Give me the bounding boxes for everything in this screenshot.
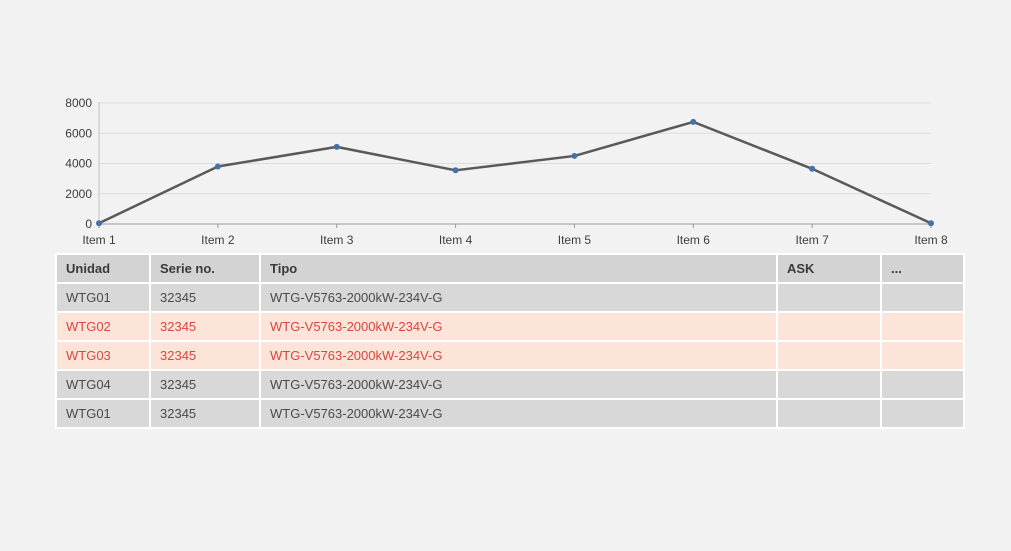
cell-ask[interactable]: [776, 340, 882, 371]
cell-tipo[interactable]: WTG-V5763-2000kW-234V-G: [259, 311, 778, 342]
chart-line: [98, 120, 932, 225]
chart-marker: [452, 167, 459, 174]
y-axis-tick-label: 6000: [65, 126, 92, 140]
chart-marker: [214, 163, 221, 170]
table-row: WTG01 32345 WTG-V5763-2000kW-234V-G: [55, 282, 965, 313]
cell-serie_no[interactable]: 32345: [149, 311, 261, 342]
cell-ask[interactable]: [776, 282, 882, 313]
chart-marker: [809, 165, 816, 172]
cell-serie_no[interactable]: 32345: [149, 340, 261, 371]
y-axis-tick-label: 2000: [65, 187, 92, 201]
chart-marker: [333, 143, 340, 150]
grid-body: WTG01 32345 WTG-V5763-2000kW-234V-G WTG02 32…: [55, 282, 965, 429]
grid-header-row: Unidad Serie no. Tipo ASK ...: [55, 253, 965, 284]
table-row: WTG02 32345 WTG-V5763-2000kW-234V-G: [55, 311, 965, 342]
cell-tipo[interactable]: WTG-V5763-2000kW-234V-G: [259, 340, 778, 371]
cell-unidad[interactable]: WTG02: [55, 311, 151, 342]
column-header-ask[interactable]: ASK: [776, 253, 882, 284]
grid-header: Unidad Serie no. Tipo ASK ...: [55, 253, 965, 284]
cell-more[interactable]: [880, 369, 965, 400]
table-row: WTG03 32345 WTG-V5763-2000kW-234V-G: [55, 340, 965, 371]
column-header-unidad[interactable]: Unidad: [55, 253, 151, 284]
column-header-more[interactable]: ...: [880, 253, 965, 284]
cell-tipo[interactable]: WTG-V5763-2000kW-234V-G: [259, 369, 778, 400]
cell-ask[interactable]: [776, 398, 882, 429]
y-axis-tick-label: 0: [85, 217, 92, 231]
cell-serie_no[interactable]: 32345: [149, 369, 261, 400]
cell-unidad[interactable]: WTG03: [55, 340, 151, 371]
cell-ask[interactable]: [776, 369, 882, 400]
cell-unidad[interactable]: WTG04: [55, 369, 151, 400]
line-chart-canvas: 0 2000 4000 6000 8000 Item 1 Item 2 Item 3 Item …: [65, 96, 948, 247]
cell-unidad[interactable]: WTG01: [55, 282, 151, 313]
table-row: WTG04 32345 WTG-V5763-2000kW-234V-G: [55, 369, 965, 400]
x-axis-label: Item 6: [677, 233, 711, 247]
x-axis-label: Item 8: [914, 233, 948, 247]
x-axis-label: Item 2: [201, 233, 235, 247]
chart-marker: [571, 152, 578, 159]
x-axis-label: Item 4: [439, 233, 473, 247]
column-header-serie-no[interactable]: Serie no.: [149, 253, 261, 284]
chart-marker: [96, 220, 102, 227]
cell-tipo[interactable]: WTG-V5763-2000kW-234V-G: [259, 282, 778, 313]
chart-marker: [690, 118, 697, 125]
cell-serie_no[interactable]: 32345: [149, 398, 261, 429]
data-grid: Unidad Serie no. Tipo ASK ... WTG01 32345…: [55, 253, 965, 429]
x-axis-label: Item 3: [320, 233, 354, 247]
cell-more[interactable]: [880, 340, 965, 371]
cell-serie_no[interactable]: 32345: [149, 282, 261, 313]
y-axis-tick-label: 4000: [65, 157, 92, 171]
cell-more[interactable]: [880, 282, 965, 313]
chart-marker: [928, 220, 934, 227]
cell-more[interactable]: [880, 311, 965, 342]
line-chart: 0 2000 4000 6000 8000 Item 1 Item 2 Item 3 Item …: [0, 0, 1011, 252]
cell-tipo[interactable]: WTG-V5763-2000kW-234V-G: [259, 398, 778, 429]
cell-unidad[interactable]: WTG01: [55, 398, 151, 429]
x-axis-label: Item 5: [558, 233, 592, 247]
x-axis-label: Item 1: [82, 233, 116, 247]
cell-more[interactable]: [880, 398, 965, 429]
column-header-tipo[interactable]: Tipo: [259, 253, 778, 284]
y-axis-tick-label: 8000: [65, 96, 92, 110]
table-row: WTG01 32345 WTG-V5763-2000kW-234V-G: [55, 398, 965, 429]
x-axis-label: Item 7: [795, 233, 829, 247]
cell-ask[interactable]: [776, 311, 882, 342]
